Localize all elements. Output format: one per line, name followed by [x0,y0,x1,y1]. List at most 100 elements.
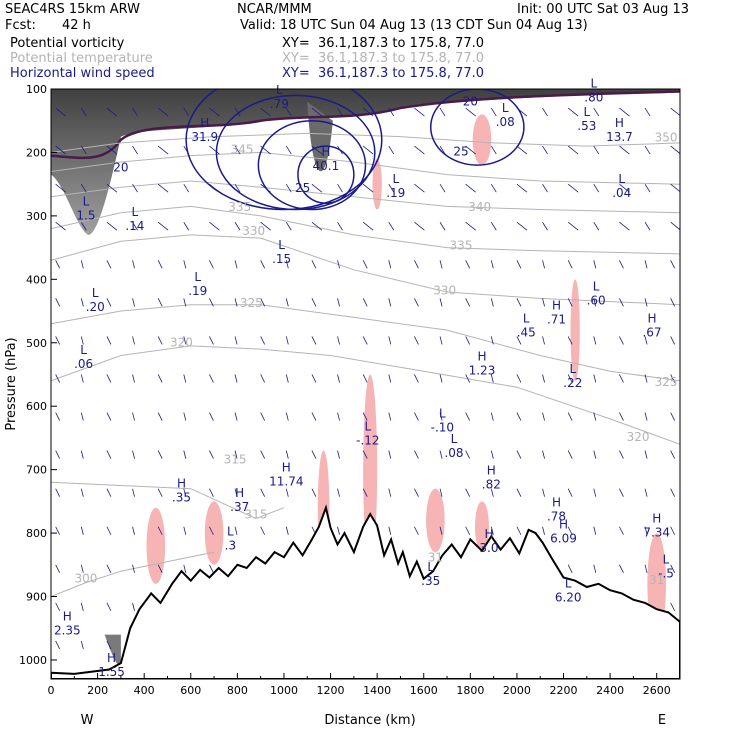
wind-vector [439,222,446,231]
high-value: .71 [547,313,566,327]
wind-vector [157,450,163,459]
wind-vector [490,260,494,269]
wind-vector [132,412,135,421]
wind-vector [439,260,443,269]
wind-vector [670,221,680,231]
wind-vector [490,336,494,345]
wind-vector [516,145,528,155]
wind-vector [55,221,66,231]
wind-vector [567,412,573,421]
x-tick-label: 0 [48,684,55,697]
wind-vector [234,107,241,117]
low-value: .22 [563,376,582,390]
wind-vector [157,221,169,231]
wind-vector [260,260,266,269]
pink-shading-6 [570,279,580,381]
y-axis-title: Pressure (hPa) [4,337,19,430]
low-value: .08 [496,115,515,129]
wind-vector [619,526,624,535]
wind-vector [106,107,118,117]
isentrope-335 [51,205,680,255]
east-end-label: E [658,713,666,728]
low-value: .14 [125,219,144,233]
wind-vector [311,107,323,117]
wind-contour-4 [429,89,525,166]
low-marker: L [92,286,99,300]
wind-vector [337,298,340,307]
wind-vector [644,222,651,231]
wind-vector [439,336,443,345]
low-value: .19 [386,186,405,200]
high-marker: H [552,495,561,509]
wind-vector [362,374,368,383]
low-marker: L [276,83,283,97]
wind-vector [619,183,630,193]
wind-vector [414,374,419,383]
wind-vector [465,450,471,459]
wind-vector [157,374,163,383]
wind-vector [132,526,135,535]
wind-vector [388,183,395,193]
wind-vector [234,183,241,193]
wind-vector [439,374,443,383]
high-value: 1.23 [469,363,496,377]
wind-contour-2 [257,119,367,211]
wind-vector [209,412,214,421]
wind-vector [516,221,528,231]
low-value: .79 [270,97,289,111]
isentrope-315 [51,481,285,520]
wind-vector [234,526,238,535]
low-value: .20 [86,300,105,314]
pink-shading-3 [363,374,378,565]
isentrope-label: 325 [655,375,678,389]
wind-vector [183,488,187,497]
isentrope-label: 315 [245,507,268,521]
isentrope-label: 315 [224,452,247,466]
wind-vector [55,145,66,155]
wind-vector [414,298,419,307]
wind-vector [490,374,494,383]
high-marker: H [477,349,486,363]
x-tick-label: 1800 [456,684,484,697]
wind-vector [542,374,545,383]
wind-vector [593,298,597,307]
low-marker: L [80,343,87,357]
wind-vector [55,107,66,117]
valid-time: Valid: 18 UTC Sun 04 Aug 13 (13 CDT Sun … [240,18,588,33]
low-marker: L [83,195,90,209]
wind-vector [183,260,187,269]
field-theta-name: Potential temperature [10,51,153,66]
wind-vector [670,412,676,421]
low-marker: L [427,560,434,574]
wind-vector [619,298,624,307]
wind-vector [670,336,676,345]
wind-vector [542,145,548,155]
pink-shading-5 [474,501,489,553]
wind-vector [260,107,271,117]
low-marker: L [583,105,590,119]
wind-vector [465,298,471,307]
wind-vector [362,145,374,155]
x-tick-label: 400 [134,684,155,697]
wind-vector [80,564,84,573]
low-value: .15 [272,252,291,266]
wind-vector [670,183,680,193]
wind-vector [644,374,648,383]
wind-vector [490,222,497,231]
wind-vector [362,260,368,269]
forecast-label: Fcst: [5,18,36,33]
wind-vector [55,526,61,535]
wind-vector [439,107,446,117]
wind-vector [260,336,266,345]
x-tick-label: 1600 [410,684,438,697]
wind-vector [542,183,548,193]
wind-vector [567,221,579,231]
wind-vector [285,298,289,307]
wind-vector [209,336,214,345]
x-tick-label: 1400 [363,684,391,697]
wind-vector [209,260,214,269]
wind-vector [209,526,214,535]
isentrope-300 [51,551,215,597]
wind-vector [209,450,214,459]
